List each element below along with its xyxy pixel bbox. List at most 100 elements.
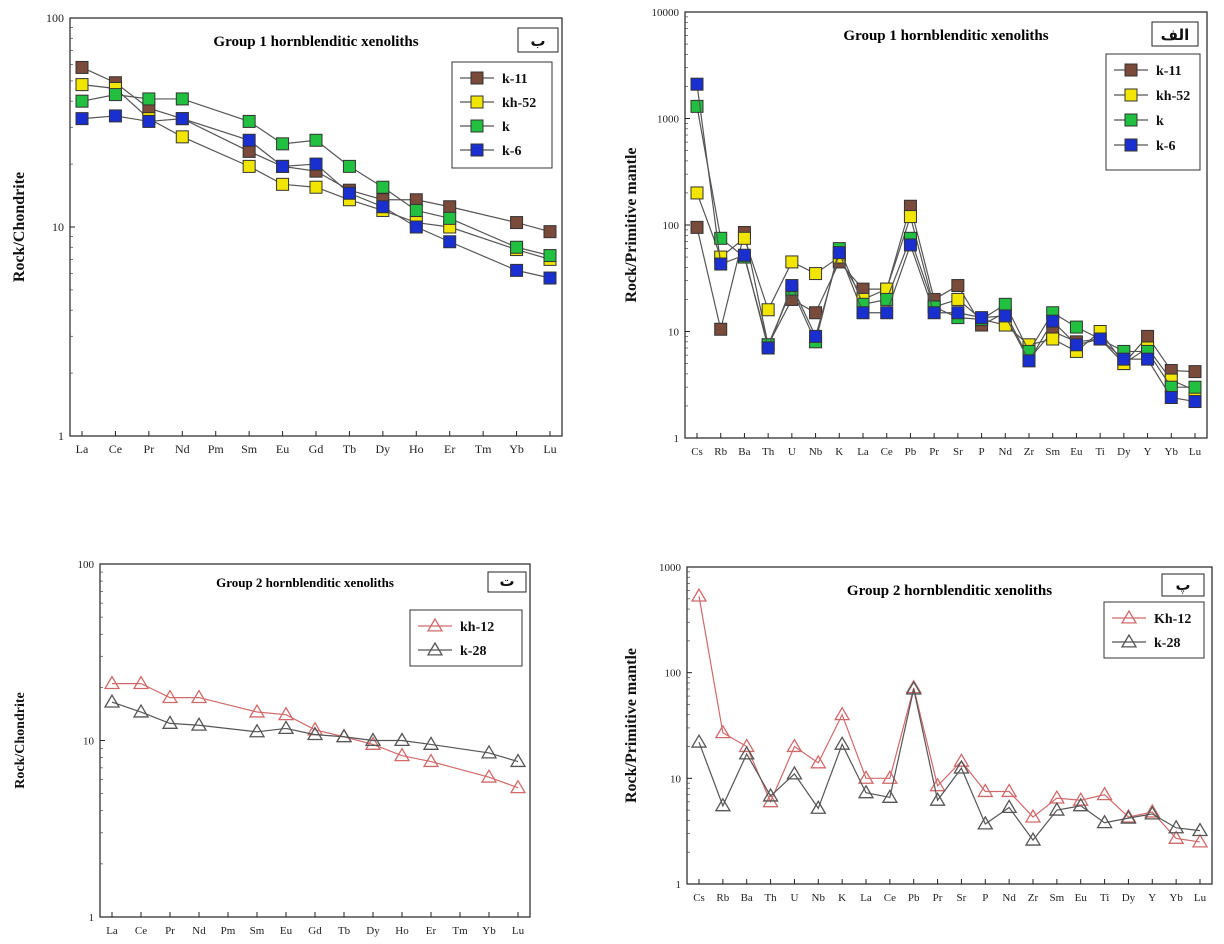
x-tick-label: Sm bbox=[1045, 446, 1060, 458]
x-tick-label: Sm bbox=[241, 442, 258, 456]
data-point bbox=[480, 744, 498, 759]
x-tick-label: Nd bbox=[999, 446, 1013, 458]
data-point bbox=[834, 736, 851, 750]
data-point bbox=[975, 311, 989, 325]
data-point bbox=[809, 267, 823, 281]
x-tick-label: Gd bbox=[308, 925, 322, 937]
series-k bbox=[75, 88, 557, 263]
data-point bbox=[1144, 803, 1161, 818]
chart-title: Group 2 hornblenditic xenoliths bbox=[847, 583, 1052, 599]
series-line bbox=[111, 701, 519, 763]
data-point bbox=[1001, 799, 1018, 814]
data-point bbox=[1144, 805, 1161, 820]
chart-group2-chondrite: 1 10 100 La Ce Pr Nd Pm Sm Eu Gd Tb Dy Ho Er Tm Yb Lu Rock… bbox=[0, 472, 600, 944]
x-tick-label: U bbox=[790, 892, 798, 904]
chart-title: Group 2 hornblenditic xenoliths bbox=[216, 575, 394, 590]
chart-group1-primitive-mantle-svg: 1 10 100 1000 10000 Cs Rb Ba Th U Nb K La Ce Pb Pr Sr P Nd… bbox=[623, 7, 1208, 458]
legend-label: k-6 bbox=[502, 144, 521, 159]
data-point bbox=[951, 279, 965, 293]
x-tick-label: Yb bbox=[482, 925, 496, 937]
data-point bbox=[376, 200, 390, 214]
legend-marker bbox=[1120, 609, 1138, 624]
data-point bbox=[1046, 314, 1060, 328]
x-tick-label: La bbox=[106, 925, 118, 937]
x-tick-label: Gd bbox=[309, 442, 324, 456]
y-tick-label: 1 bbox=[674, 433, 680, 445]
x-tick-label: Ba bbox=[741, 892, 753, 904]
data-point bbox=[738, 745, 755, 760]
legend-marker bbox=[470, 95, 484, 109]
y-tick-label: 10 bbox=[668, 327, 680, 339]
data-point bbox=[1069, 338, 1083, 352]
data-point bbox=[364, 732, 382, 747]
x-tick-label: Th bbox=[762, 446, 775, 458]
data-point bbox=[75, 94, 89, 108]
data-point bbox=[142, 114, 156, 128]
data-point bbox=[108, 109, 122, 123]
panel-label: ت bbox=[499, 572, 514, 590]
x-tick-label: Pm bbox=[208, 442, 225, 456]
x-tick-label: Nd bbox=[1002, 892, 1016, 904]
y-axis-label: Rock/Primitive mantle bbox=[623, 147, 640, 302]
x-tick-label: Pm bbox=[221, 925, 236, 937]
x-tick-label: Nb bbox=[812, 892, 826, 904]
legend-marker bbox=[426, 641, 444, 656]
x-tick-label: La bbox=[76, 442, 89, 456]
x-tick-label: Yb bbox=[1165, 446, 1179, 458]
data-point bbox=[190, 689, 208, 704]
chart-group1-chondrite-svg: 1 10 100 La Ce Pr Nd Pm Sm Eu Gd Tb Dy Ho Er Tm Yb Lu Rock… bbox=[11, 11, 563, 456]
legend-label: kh-12 bbox=[460, 620, 494, 635]
x-tick-label: Tm bbox=[475, 442, 492, 456]
data-point bbox=[393, 747, 411, 762]
data-point bbox=[342, 186, 356, 200]
data-point bbox=[409, 220, 423, 234]
data-point bbox=[277, 720, 295, 735]
y-axis-label: Rock/Chondrite bbox=[11, 172, 28, 282]
data-point bbox=[248, 723, 266, 738]
data-point bbox=[364, 736, 382, 750]
data-point bbox=[809, 329, 823, 343]
series-line bbox=[112, 683, 519, 789]
panel-label-box bbox=[1161, 573, 1205, 597]
x-tick-label: Th bbox=[764, 892, 777, 904]
y-tick-label: 10 bbox=[83, 736, 95, 748]
series-line bbox=[696, 84, 1196, 403]
x-tick-label: Eu bbox=[1070, 446, 1083, 458]
y-tick-label: 10 bbox=[670, 773, 682, 785]
legend-label: kh-52 bbox=[502, 96, 536, 111]
data-point bbox=[857, 784, 875, 799]
series-k-28 bbox=[690, 680, 1209, 846]
data-point bbox=[543, 249, 557, 263]
data-point bbox=[175, 92, 189, 106]
data-point bbox=[132, 703, 150, 718]
data-point bbox=[1022, 354, 1036, 368]
data-point bbox=[1191, 833, 1209, 848]
legend-marker bbox=[470, 71, 484, 85]
legend-marker bbox=[1120, 633, 1138, 648]
legend-label: k-28 bbox=[1154, 636, 1180, 651]
data-point bbox=[690, 77, 704, 91]
data-point bbox=[108, 88, 122, 102]
data-point bbox=[75, 78, 89, 92]
x-tick-label: Dy bbox=[376, 442, 391, 456]
x-tick-label: Lu bbox=[543, 442, 556, 456]
legend-marker bbox=[1124, 113, 1138, 127]
data-point bbox=[951, 292, 965, 306]
x-tick-label: Nb bbox=[809, 446, 823, 458]
x-tick-label: Dy bbox=[1122, 892, 1136, 904]
legend-label: k-11 bbox=[502, 72, 528, 87]
data-point bbox=[690, 186, 704, 200]
data-point bbox=[810, 754, 827, 769]
legend-label: k-6 bbox=[1156, 139, 1175, 154]
data-point bbox=[761, 341, 775, 355]
panel-label-box bbox=[1151, 21, 1199, 47]
chart-group2-primitive-mantle: 1 10 100 1000 Cs Rb Ba Th U Nb K La Ce Pb Pr Sr P Nd Zr Sm E… bbox=[612, 472, 1224, 944]
data-point bbox=[242, 133, 256, 147]
data-point bbox=[857, 770, 875, 784]
y-tick-label: 100 bbox=[665, 668, 682, 680]
x-tick-label: La bbox=[860, 892, 872, 904]
data-point bbox=[409, 203, 423, 217]
x-tick-label: Tb bbox=[338, 925, 351, 937]
legend-label: k bbox=[1156, 114, 1164, 129]
data-point bbox=[977, 815, 994, 830]
